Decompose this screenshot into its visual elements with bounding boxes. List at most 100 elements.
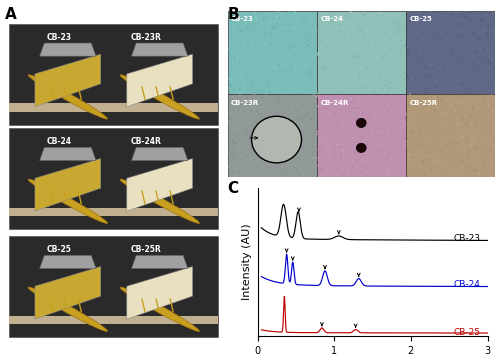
- Circle shape: [320, 47, 322, 49]
- Circle shape: [350, 11, 352, 12]
- Circle shape: [369, 84, 372, 85]
- Circle shape: [352, 165, 354, 167]
- Circle shape: [445, 68, 448, 70]
- Circle shape: [372, 70, 374, 73]
- Circle shape: [252, 82, 254, 84]
- Circle shape: [254, 51, 256, 53]
- Circle shape: [264, 171, 266, 173]
- Circle shape: [384, 84, 386, 86]
- Circle shape: [320, 155, 322, 157]
- Circle shape: [490, 136, 492, 138]
- Polygon shape: [35, 54, 100, 107]
- Circle shape: [474, 105, 476, 107]
- Circle shape: [402, 139, 405, 141]
- Circle shape: [468, 132, 469, 134]
- Circle shape: [355, 162, 357, 164]
- Circle shape: [358, 98, 360, 101]
- Circle shape: [304, 152, 306, 154]
- Circle shape: [242, 12, 244, 14]
- Circle shape: [308, 74, 310, 76]
- Circle shape: [229, 44, 231, 45]
- Circle shape: [478, 108, 480, 110]
- Circle shape: [305, 153, 307, 155]
- Circle shape: [472, 28, 474, 29]
- Circle shape: [454, 110, 456, 113]
- Circle shape: [316, 92, 318, 94]
- Circle shape: [288, 111, 290, 113]
- Circle shape: [256, 99, 258, 101]
- Circle shape: [364, 12, 366, 15]
- Circle shape: [478, 37, 480, 39]
- Circle shape: [332, 13, 334, 15]
- Circle shape: [304, 166, 306, 168]
- Circle shape: [461, 63, 463, 65]
- Circle shape: [258, 146, 260, 148]
- Circle shape: [332, 138, 334, 140]
- Circle shape: [351, 101, 353, 103]
- Circle shape: [386, 172, 388, 175]
- Circle shape: [438, 152, 441, 154]
- Circle shape: [297, 158, 300, 159]
- Circle shape: [361, 122, 364, 124]
- Circle shape: [490, 144, 492, 146]
- Circle shape: [326, 107, 328, 109]
- Circle shape: [381, 15, 383, 17]
- Circle shape: [364, 12, 366, 13]
- Circle shape: [388, 99, 390, 101]
- Circle shape: [455, 44, 458, 46]
- Circle shape: [461, 83, 463, 85]
- Circle shape: [441, 38, 443, 40]
- Circle shape: [435, 120, 437, 122]
- Circle shape: [406, 141, 408, 143]
- Circle shape: [324, 125, 326, 127]
- Circle shape: [362, 160, 364, 161]
- Circle shape: [330, 19, 332, 21]
- Circle shape: [242, 139, 244, 141]
- Circle shape: [456, 162, 459, 165]
- Circle shape: [290, 152, 292, 154]
- Circle shape: [484, 161, 486, 163]
- Text: CB-24: CB-24: [320, 16, 343, 22]
- Circle shape: [300, 40, 302, 42]
- Circle shape: [386, 46, 388, 48]
- Circle shape: [293, 69, 295, 71]
- Circle shape: [309, 71, 311, 73]
- Circle shape: [252, 44, 254, 46]
- Circle shape: [384, 149, 386, 151]
- Circle shape: [457, 87, 459, 89]
- Circle shape: [452, 82, 454, 84]
- Circle shape: [284, 140, 286, 142]
- Circle shape: [278, 11, 280, 12]
- Circle shape: [416, 15, 418, 17]
- Circle shape: [492, 81, 495, 83]
- Circle shape: [458, 20, 460, 22]
- Circle shape: [333, 147, 335, 149]
- Circle shape: [324, 68, 326, 70]
- Circle shape: [336, 125, 338, 127]
- Circle shape: [298, 138, 300, 139]
- Circle shape: [426, 92, 428, 94]
- Circle shape: [232, 55, 234, 57]
- Circle shape: [432, 88, 434, 90]
- Circle shape: [313, 67, 315, 69]
- Circle shape: [422, 169, 424, 170]
- Circle shape: [251, 145, 253, 147]
- FancyArrowPatch shape: [78, 299, 82, 312]
- Circle shape: [388, 133, 390, 135]
- Circle shape: [294, 66, 296, 68]
- Circle shape: [324, 24, 326, 26]
- Circle shape: [406, 103, 408, 105]
- Circle shape: [408, 173, 410, 176]
- Circle shape: [247, 147, 250, 149]
- Circle shape: [371, 31, 374, 33]
- FancyArrowPatch shape: [170, 299, 173, 312]
- Circle shape: [392, 69, 394, 72]
- Circle shape: [356, 29, 358, 32]
- Circle shape: [492, 34, 494, 36]
- Circle shape: [480, 72, 482, 74]
- Circle shape: [314, 171, 317, 172]
- Circle shape: [269, 53, 271, 55]
- Circle shape: [250, 84, 252, 86]
- Circle shape: [366, 154, 368, 156]
- Circle shape: [331, 70, 333, 72]
